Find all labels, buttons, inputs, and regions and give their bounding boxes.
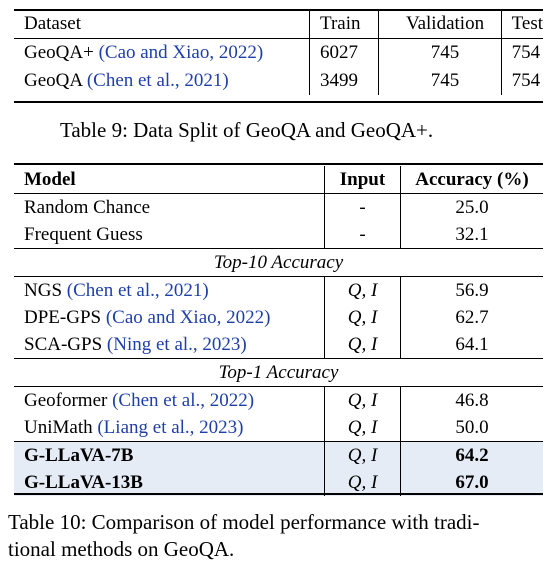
table9-header-test: Test <box>500 10 543 39</box>
input-cell: Q, I <box>324 441 401 469</box>
section-label-top10: Top-10 Accuracy <box>213 252 344 273</box>
citation-link[interactable]: (Cao and Xiao, 2022) <box>98 42 264 63</box>
citation-link[interactable]: (Chen et al., 2021) <box>86 70 229 91</box>
table-row: NGS (Chen et al., 2021) Q, I 56.9 <box>14 276 543 305</box>
model-name: DPE-GPS <box>24 307 102 328</box>
table10-header-input: Input <box>324 166 401 194</box>
input-cell: Q, I <box>324 276 401 304</box>
citation-link[interactable]: (Liang et al., 2023) <box>97 417 244 438</box>
table10-top-rule <box>14 163 543 165</box>
citation-link[interactable]: (Chen et al., 2022) <box>112 390 255 411</box>
model-cell: NGS (Chen et al., 2021) <box>14 277 325 305</box>
model-cell: G-LLaVA-7B <box>14 441 325 469</box>
table10-header-row: Model Input Accuracy (%) <box>14 166 543 194</box>
table9: Dataset Train Validation Test GeoQA+ (Ca… <box>14 10 543 95</box>
section-label-top1: Top-1 Accuracy <box>218 362 339 383</box>
accuracy-cell: 67.0 <box>400 469 543 496</box>
table9-test-cell: 754 <box>500 67 543 95</box>
table9-validation-cell: 745 <box>378 38 502 67</box>
model-name: SCA-GPS <box>24 334 103 355</box>
section-row-top1: Top-1 Accuracy <box>14 358 543 387</box>
accuracy-cell: 64.2 <box>400 441 543 469</box>
table9-header-validation: Validation <box>378 10 502 39</box>
accuracy-cell: 56.9 <box>400 276 543 304</box>
table9-header-train: Train <box>309 10 379 39</box>
model-cell: SCA-GPS (Ning et al., 2023) <box>14 331 325 359</box>
input-cell: Q, I <box>324 304 401 331</box>
table-row: SCA-GPS (Ning et al., 2023) Q, I 64.1 <box>14 331 543 359</box>
model-cell: DPE-GPS (Cao and Xiao, 2022) <box>14 304 325 331</box>
table10-header-accuracy: Accuracy (%) <box>400 166 543 194</box>
table-row: GeoQA+ (Cao and Xiao, 2022) 6027 745 754 <box>14 38 543 68</box>
accuracy-cell: 25.0 <box>400 193 543 221</box>
table9-dataset-cell: GeoQA+ (Cao and Xiao, 2022) <box>14 39 310 68</box>
citation-link[interactable]: (Ning et al., 2023) <box>106 334 247 355</box>
table9-train-cell: 3499 <box>309 67 379 95</box>
table-row: Random Chance - 25.0 <box>14 193 543 221</box>
model-name: NGS <box>24 280 63 301</box>
table9-validation-cell: 745 <box>378 67 502 95</box>
table-row: Geoformer (Chen et al., 2022) Q, I 46.8 <box>14 386 543 415</box>
input-cell: Q, I <box>324 331 401 359</box>
dataset-name: GeoQA <box>24 70 83 91</box>
accuracy-cell: 32.1 <box>400 221 543 249</box>
dataset-name: GeoQA+ <box>24 42 94 63</box>
table10-caption-line2: tional methods on GeoQA. <box>8 537 235 561</box>
accuracy-cell: 64.1 <box>400 331 543 359</box>
table-row: UniMath (Liang et al., 2023) Q, I 50.0 <box>14 414 543 442</box>
input-cell: Q, I <box>324 386 401 414</box>
model-cell: Random Chance <box>24 197 151 218</box>
table9-bottom-rule <box>14 101 543 103</box>
table9-test-cell: 754 <box>500 38 543 67</box>
citation-link[interactable]: (Cao and Xiao, 2022) <box>105 307 271 328</box>
accuracy-cell: 62.7 <box>400 304 543 331</box>
input-cell: Q, I <box>324 414 401 442</box>
table9-top-rule <box>14 9 543 11</box>
table10-header-model: Model <box>24 169 76 190</box>
input-cell: - <box>324 193 401 221</box>
accuracy-cell: 50.0 <box>400 414 543 442</box>
input-cell: Q, I <box>324 469 401 496</box>
input-cell: - <box>324 221 401 249</box>
table-row: Frequent Guess - 32.1 <box>14 221 543 249</box>
model-cell: G-LLaVA-13B <box>14 469 325 496</box>
model-cell: Geoformer (Chen et al., 2022) <box>14 387 325 415</box>
section-row-top10: Top-10 Accuracy <box>14 248 543 277</box>
table9-dataset-cell: GeoQA (Chen et al., 2021) <box>14 67 310 95</box>
table10-caption-line1: Table 10: Comparison of model performanc… <box>8 510 480 534</box>
accuracy-cell: 46.8 <box>400 386 543 414</box>
table10: Model Input Accuracy (%) Random Chance -… <box>14 166 543 496</box>
model-cell: Frequent Guess <box>24 224 143 245</box>
table9-header-row: Dataset Train Validation Test <box>14 10 543 39</box>
model-name: UniMath <box>24 417 93 438</box>
table-row-highlight: G-LLaVA-7B Q, I 64.2 <box>14 441 543 469</box>
table9-train-cell: 6027 <box>309 38 379 67</box>
table-row: DPE-GPS (Cao and Xiao, 2022) Q, I 62.7 <box>14 304 543 331</box>
table-row: GeoQA (Chen et al., 2021) 3499 745 754 <box>14 67 543 95</box>
table9-caption: Table 9: Data Split of GeoQA and GeoQA+. <box>60 118 434 142</box>
citation-link[interactable]: (Chen et al., 2021) <box>66 280 209 301</box>
model-name: Geoformer <box>24 390 108 411</box>
model-cell: UniMath (Liang et al., 2023) <box>14 414 325 442</box>
table-row-highlight: G-LLaVA-13B Q, I 67.0 <box>14 469 543 496</box>
table9-header-dataset: Dataset <box>24 13 81 34</box>
table10-bottom-rule <box>14 493 543 495</box>
